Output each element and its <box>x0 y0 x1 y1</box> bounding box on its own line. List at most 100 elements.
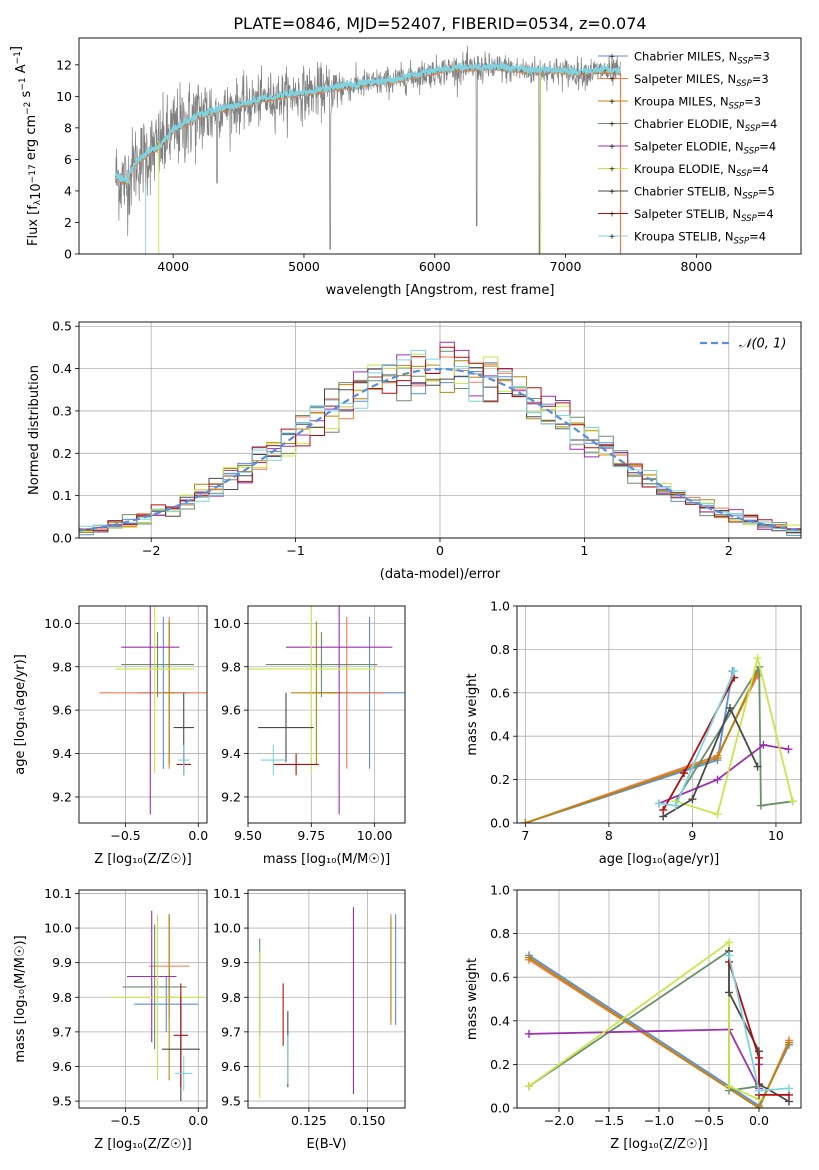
legend-text: =4 <box>757 207 774 221</box>
y-tick-label: 0.4 <box>52 361 72 376</box>
y-tick-label: 9.5 <box>221 1094 241 1109</box>
y-tick-label: 9.8 <box>221 659 241 674</box>
axes-frame <box>247 605 406 824</box>
legend-text: Chabrier MILES, N <box>634 50 737 64</box>
x-tick-label: 5000 <box>288 259 320 274</box>
x-tick-label: 1 <box>580 543 588 558</box>
axes-frame <box>247 889 406 1109</box>
legend-sub: SSP <box>736 169 752 179</box>
legend-marker: + <box>609 75 616 84</box>
errorbars <box>259 907 397 1098</box>
weight-line-chab_elodie <box>674 663 793 807</box>
y-tick-label: 9.8 <box>52 659 72 674</box>
weight-line-salp_stelib <box>728 961 789 1096</box>
x-tick-label: 0.150 <box>350 1113 386 1128</box>
x-tick-label: 2 <box>725 543 733 558</box>
x-axis-label: E(B-V) <box>306 1137 346 1152</box>
y-tick-label: 9.4 <box>221 746 241 761</box>
legend-marker: + <box>609 187 616 196</box>
axes-frame <box>516 605 802 824</box>
legend-marker: + <box>609 232 616 241</box>
y-tick-label: 0.0 <box>490 1101 510 1116</box>
histogram-lines <box>79 341 801 538</box>
x-tick-label: −1.0 <box>644 1113 674 1128</box>
y-tick-label: 0.6 <box>490 970 510 985</box>
legend-sub: SSP <box>744 147 760 157</box>
age-vs-mass-panel: 9.50 9.75 10.00 9.2 9.4 9.6 9.8 10.0 mass [log₁₀… <box>213 605 406 867</box>
x-tick-label: 9.75 <box>297 828 325 843</box>
legend-label: Chabrier ELODIE, NSSP=4 <box>634 117 777 134</box>
x-tick-label: 0.0 <box>188 828 208 843</box>
y-tick-label: 9.9 <box>52 955 72 970</box>
x-tick-label: 7000 <box>550 259 582 274</box>
axes-frame <box>78 321 802 539</box>
legend-text: Salpeter ELODIE, N <box>634 140 744 154</box>
x-tick-label: 7 <box>521 828 529 843</box>
y-tick-label: 10.0 <box>213 921 241 936</box>
y-tick-label: 0.2 <box>490 772 510 787</box>
legend-text: Chabrier ELODIE, N <box>634 117 745 131</box>
y-tick-label: 9.7 <box>52 1024 72 1039</box>
y-tick-label: 10.0 <box>213 616 241 631</box>
legend-sub: SSP <box>729 102 745 112</box>
y-axis-label: age [log₁₀(age/yr)] <box>13 654 28 775</box>
legend-label: Chabrier STELIB, NSSP=5 <box>634 185 775 202</box>
y-tick-label: 10.1 <box>44 886 72 901</box>
x-axis-label: Z [log₁₀(Z/Z☉)] <box>610 1137 707 1152</box>
legend-marker: + <box>609 210 616 219</box>
mass-weight-vs-metallicity-panel: −2.0 −1.5 −1.0 −0.5 0.0 0.0 0.2 0.4 0.6 0.8 1.0 Z [… <box>465 883 802 1152</box>
legend-text: Salpeter STELIB, N <box>634 207 741 221</box>
legend-marker: + <box>609 142 616 151</box>
model-fit-krou_stelib <box>114 60 621 185</box>
legend-label: Kroupa STELIB, NSSP=4 <box>634 230 766 247</box>
y-tick-label: 6 <box>64 152 72 167</box>
y-tick-label: 9.6 <box>221 1059 241 1074</box>
legend-text: Chabrier STELIB, N <box>634 185 742 199</box>
y-tick-label: 12 <box>56 57 72 72</box>
y-axis-label-part: Flux [f <box>26 205 41 246</box>
y-axis-label-part: −2 <box>23 102 33 115</box>
legend-text: Salpeter MILES, N <box>634 72 736 86</box>
weight-line-chab_stelib <box>662 705 759 818</box>
weight-line-krou_elodie <box>528 940 760 1101</box>
axes-frame <box>78 37 802 255</box>
y-axis-label: Flux [fλ10−17 erg cm−2 s−1 A−1] <box>9 46 44 246</box>
y-tick-label: 0.4 <box>490 1013 510 1028</box>
x-tick-label: −2.0 <box>544 1113 574 1128</box>
x-axis-label: Z [log₁₀(Z/Z☉)] <box>94 1137 191 1152</box>
errorbars <box>248 606 405 815</box>
model-fit-chab_elodie <box>115 66 621 185</box>
histogram-salp_stelib <box>79 346 801 538</box>
y-axis-label: mass [log₁₀(M/M☉)] <box>13 935 28 1062</box>
y-axis-label-part: −1 <box>18 77 28 90</box>
x-tick-label: 10.00 <box>357 828 393 843</box>
y-axis-label-part: s <box>19 90 34 101</box>
x-tick-label: 0.0 <box>749 1113 769 1128</box>
axes-frame <box>78 605 208 824</box>
legend-sub: SSP <box>737 57 753 67</box>
y-axis-label-part: −17 <box>28 164 38 183</box>
x-tick-label: 6000 <box>419 259 451 274</box>
weight-line-krou_miles <box>528 956 790 1108</box>
errorbars <box>111 910 205 1102</box>
x-tick-label: 8000 <box>680 259 712 274</box>
legend-text: =4 <box>752 162 769 176</box>
legend-text: =3 <box>752 72 769 86</box>
y-tick-label: 9.7 <box>221 1024 241 1039</box>
legend-marker: + <box>609 120 616 129</box>
legend-text: =4 <box>759 140 776 154</box>
axes-frame <box>516 889 802 1109</box>
spectrum-legend: + Chabrier MILES, NSSP=3+ Salpeter MILES, … <box>598 50 777 247</box>
y-tick-label: 0.2 <box>490 1057 510 1072</box>
legend-marker: + <box>609 165 616 174</box>
legend-sub: SSP <box>742 192 758 202</box>
normal-curve <box>79 367 801 532</box>
legend-text: Kroupa MILES, N <box>634 95 729 109</box>
x-tick-label: 4000 <box>157 259 189 274</box>
legend-marker: + <box>609 52 616 61</box>
y-tick-label: 0 <box>64 247 72 262</box>
y-tick-label: 9.8 <box>52 990 72 1005</box>
x-axis-label: Z [log₁₀(Z/Z☉)] <box>94 852 191 867</box>
y-tick-label: 10.1 <box>213 886 241 901</box>
